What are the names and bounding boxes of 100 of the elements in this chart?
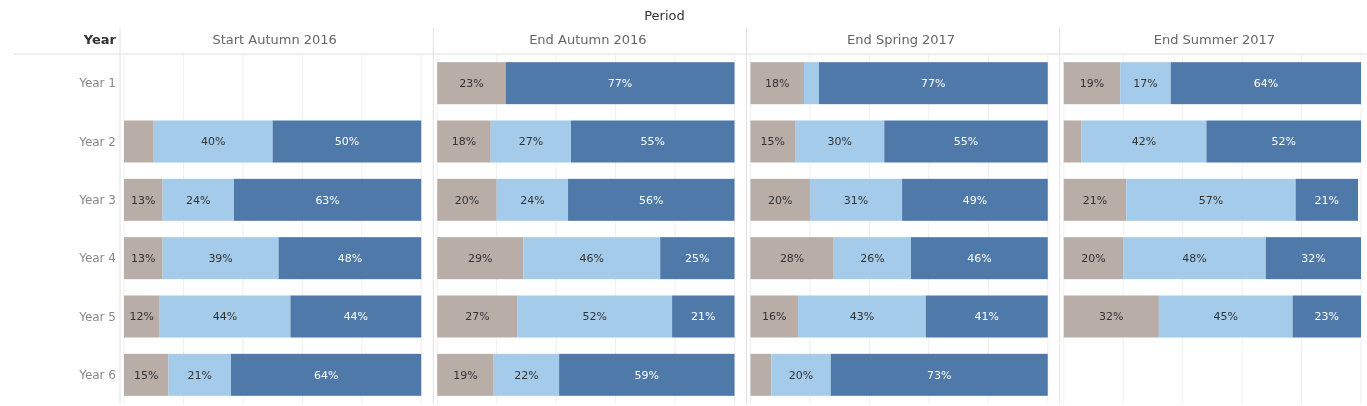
bar [795,120,885,163]
data-label: 21% [691,310,716,324]
bar [523,237,661,280]
data-label: 31% [843,193,869,207]
data-label: 26% [860,252,885,266]
data-label: 56% [639,193,664,207]
data-label: 25% [685,252,710,266]
bar [798,295,926,338]
bar [902,178,1048,221]
bar [771,353,831,396]
bar [750,295,799,338]
y-tick-label: Year 4 [78,251,116,266]
data-label: 32% [1301,252,1326,266]
bar [750,120,796,163]
text: Period [644,8,685,23]
data-label: 46% [967,252,992,266]
data-label: 48% [1182,252,1207,266]
bar [490,120,572,163]
bar [437,237,524,280]
data-label: 29% [468,252,493,266]
bar [1063,178,1127,221]
chart-title: End Spring 2017 [847,32,956,47]
bar [559,353,735,396]
bar [804,62,819,105]
bar [162,237,279,280]
data-label: 46% [579,252,605,266]
bar [505,62,735,105]
data-label: 20% [788,368,814,382]
bar [1158,295,1293,338]
bar [1063,237,1124,280]
data-label: 63% [315,193,340,207]
bar [833,237,912,280]
bar [911,237,1048,280]
bar [1126,178,1296,221]
data-label: 24% [520,193,545,207]
data-label: 40% [200,135,226,149]
bar [168,353,232,396]
data-label: 27% [465,310,490,324]
data-label: 16% [762,310,787,324]
bar [437,295,518,338]
data-label: 22% [514,368,539,382]
bar [233,178,422,221]
y-axis-title: Year [82,32,117,47]
data-label: 19% [453,368,478,382]
bar [660,237,735,280]
bar [272,120,422,163]
data-label: 50% [334,135,360,149]
bar [1081,120,1207,163]
bar [437,62,506,105]
bar [1265,237,1361,280]
data-label: 15% [760,135,786,149]
bar [1170,62,1361,105]
y-tick-label: Year 5 [78,309,116,324]
bar [517,295,673,338]
bar [290,295,422,338]
bar [884,120,1048,163]
bar [750,62,805,105]
data-label: 18% [451,135,477,149]
data-label: 77% [921,77,946,91]
bar [124,178,163,221]
bar [1063,295,1159,338]
bar [1063,62,1121,105]
data-label: 32% [1099,310,1124,324]
data-label: 13% [131,193,156,207]
chart-title: End Autumn 2016 [529,32,647,47]
data-label: 45% [1213,310,1238,324]
data-label: 77% [607,77,633,91]
data-label: 42% [1131,135,1157,149]
data-label: 20% [768,193,793,207]
data-label: 48% [337,252,363,266]
bar [153,120,273,163]
bar [1292,295,1361,338]
bar [124,120,154,163]
bar [437,120,491,163]
bar [809,178,903,221]
data-label: 41% [974,310,1000,324]
data-label: 23% [459,77,484,91]
chart-title: Start Autumn 2016 [212,32,337,47]
bar [568,178,735,221]
data-label: 27% [518,135,544,149]
bar [925,295,1048,338]
bar [437,178,497,221]
data-label: 73% [927,368,952,382]
data-label: 13% [131,252,156,266]
data-label: 57% [1198,193,1224,207]
bar [1295,178,1359,221]
data-label: 52% [1271,135,1296,149]
bar [496,178,569,221]
data-label: 44% [343,310,369,324]
data-label: 55% [953,135,979,149]
data-label: 23% [1314,310,1340,324]
y-tick-label: Year 1 [78,76,116,91]
data-label: 20% [1081,252,1106,266]
data-label: 49% [962,193,988,207]
bar [571,120,735,163]
data-label: 52% [582,310,608,324]
bar [830,353,1048,396]
y-tick-label: Year 3 [78,193,116,208]
data-label: 19% [1079,77,1105,91]
data-label: 21% [1082,193,1108,207]
